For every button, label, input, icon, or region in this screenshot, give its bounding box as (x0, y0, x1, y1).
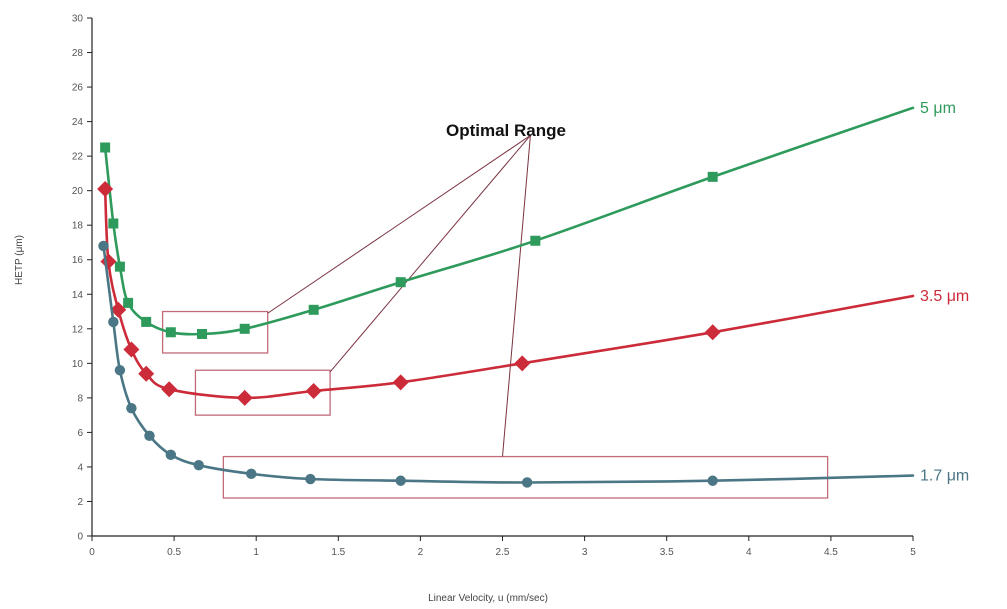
data-point-circle (98, 240, 109, 252)
data-point-square (530, 235, 541, 246)
data-point-diamond (305, 382, 322, 399)
y-tick-label: 10 (72, 359, 84, 370)
data-point-circle (126, 403, 137, 414)
data-point-circle (395, 475, 406, 486)
data-point-circle (144, 430, 155, 442)
x-tick-label: 4.5 (824, 547, 838, 558)
series-group: 5 μm 3.5 μm 1.7 μm (97, 100, 969, 488)
y-tick-label: 4 (77, 462, 83, 473)
series-label: 5 μm (920, 100, 956, 117)
x-axis-label: Linear Velocity, u (mm/sec) (428, 593, 548, 604)
optimal-range-annotation: Optimal Range (446, 121, 566, 140)
y-tick-label: 30 (72, 14, 84, 25)
x-tick-label: 2.5 (496, 547, 510, 558)
data-point-square (123, 297, 134, 308)
y-tick-label: 24 (72, 117, 84, 128)
optimal-range-boxes (161, 310, 829, 499)
data-point-diamond (123, 341, 140, 358)
data-point-circle (114, 365, 126, 376)
y-tick-label: 16 (72, 255, 84, 266)
y-tick-label: 28 (72, 48, 84, 59)
y-tick-label: 6 (77, 428, 83, 439)
x-tick-label: 0 (89, 547, 95, 558)
y-tick-label: 0 (77, 532, 83, 543)
x-tick-label: 2 (418, 547, 424, 558)
data-point-square (114, 261, 125, 272)
series-line (103, 187, 915, 400)
y-tick-label: 22 (72, 152, 84, 163)
y-tick-label: 8 (77, 393, 83, 404)
y-tick-label: 20 (72, 186, 84, 197)
data-point-diamond (704, 324, 721, 341)
data-point-square (395, 277, 406, 288)
data-point-square (239, 323, 250, 334)
data-point-diamond (161, 381, 178, 398)
data-point-diamond (514, 355, 531, 372)
x-tick-label: 1 (253, 547, 259, 558)
data-point-diamond (236, 389, 253, 406)
data-point-diamond (97, 180, 114, 197)
series-1: 5 μm (100, 100, 956, 339)
y-tick-label: 26 (72, 83, 84, 94)
data-point-diamond (100, 253, 117, 270)
series-line (103, 106, 915, 336)
data-point-square (197, 328, 208, 339)
data-point-circle (707, 475, 718, 486)
data-point-diamond (392, 374, 409, 391)
x-tick-label: 3.5 (660, 547, 674, 558)
data-point-circle (246, 468, 257, 480)
x-tick-label: 1.5 (331, 547, 345, 558)
x-tick-label: 5 (910, 547, 916, 558)
data-point-circle (305, 473, 316, 485)
data-point-diamond (138, 365, 155, 382)
data-point-circle (165, 449, 177, 461)
callout-line (329, 135, 531, 373)
x-tick-label: 0.5 (167, 547, 181, 558)
data-point-square (308, 304, 319, 315)
series-3: 1.7 μm (98, 240, 969, 488)
data-point-square (707, 171, 718, 182)
series-label: 1.7 μm (920, 468, 969, 485)
series-line (102, 244, 915, 484)
data-point-square (165, 327, 176, 338)
callout-lines (267, 134, 531, 457)
callout-line (267, 134, 531, 314)
data-point-square (108, 218, 119, 229)
data-point-square (100, 142, 111, 153)
data-point-circle (108, 316, 119, 328)
optimal-range-box (161, 310, 269, 354)
data-point-diamond (110, 301, 127, 318)
y-axis-label: HETP (μm) (14, 235, 25, 285)
y-tick-label: 2 (77, 497, 83, 508)
series-label: 3.5 μm (920, 288, 969, 305)
series-2: 3.5 μm (97, 180, 969, 406)
y-tick-label: 14 (72, 290, 84, 301)
y-tick-label: 12 (72, 324, 84, 335)
x-tick-label: 3 (582, 547, 588, 558)
data-point-circle (521, 477, 533, 488)
callout-line (502, 135, 531, 457)
data-point-square (141, 316, 152, 327)
y-tick-label: 18 (72, 221, 84, 232)
data-point-circle (193, 460, 204, 471)
x-tick-label: 4 (746, 547, 752, 558)
